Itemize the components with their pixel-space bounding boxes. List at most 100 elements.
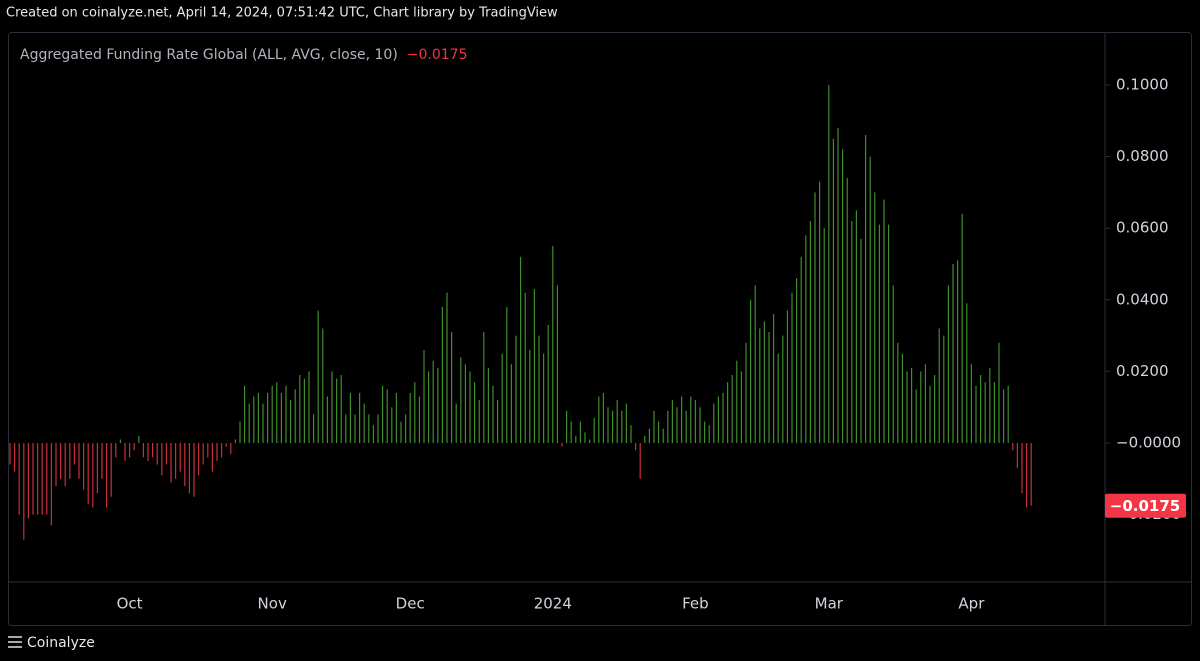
bar [612,410,614,444]
bar [262,403,264,444]
bar [483,332,485,444]
bar [299,375,301,444]
bar [584,432,586,444]
bar [773,314,775,444]
bar [970,364,972,444]
bar [331,371,333,444]
bar [667,410,669,444]
bar [993,382,995,444]
bar [911,367,913,444]
bar [823,228,825,444]
bar [717,396,719,444]
bar [156,443,158,465]
y-tick-label: 0.0800 [1116,147,1169,165]
x-tick-label: Feb [682,595,709,613]
bar [359,392,361,444]
bar [115,443,117,458]
bar [409,392,411,444]
bar [846,178,848,444]
bar [561,443,563,447]
bar [253,396,255,444]
bar [754,285,756,444]
bar [533,289,535,444]
bar [699,407,701,444]
bar [161,443,163,476]
bar [874,192,876,444]
bar [280,392,282,444]
bar [556,285,558,444]
bar [469,371,471,444]
bar [759,328,761,444]
bar [639,443,641,479]
bar [768,332,770,444]
bar [101,443,103,479]
bar [837,127,839,444]
bar [681,396,683,444]
bar [244,385,246,444]
y-tick-label: 0.0600 [1116,219,1169,237]
bar [418,396,420,444]
bar [363,403,365,444]
bar [184,443,186,487]
x-tick-label: Apr [958,595,985,613]
bar [602,392,604,444]
bar [267,392,269,444]
bar [704,421,706,444]
chart-frame [8,32,1192,626]
bar [308,371,310,444]
bar [234,439,236,444]
bar [731,375,733,444]
bar [598,396,600,444]
bar [842,149,844,444]
bar [722,392,724,444]
bar [543,353,545,444]
bar [924,364,926,444]
bar [133,443,135,451]
bar [428,371,430,444]
bar [60,443,62,479]
bar [124,443,126,461]
bar [179,443,181,472]
bar [271,385,273,444]
bar [763,321,765,444]
bar [832,138,834,444]
x-tick-label: Dec [396,595,425,613]
bar [437,367,439,444]
x-tick-label: Oct [117,595,143,613]
bar [736,360,738,444]
bar [414,382,416,444]
bar [961,213,963,444]
bar [1021,443,1023,494]
caption: Created on coinalyze.net, April 14, 2024… [6,6,558,21]
bar [368,414,370,444]
bar [878,224,880,444]
bar [193,443,195,497]
bar [354,414,356,444]
bar [405,414,407,444]
bar [372,425,374,444]
bar [395,392,397,444]
bar [685,410,687,444]
bar [198,443,200,476]
bar [50,443,52,526]
bar [142,443,144,458]
bar [745,342,747,444]
bar [786,310,788,444]
bar [119,439,121,444]
y-tick-label: 0.1000 [1116,75,1169,93]
bar [303,378,305,444]
bar [290,400,292,444]
bar [349,392,351,444]
bar [635,443,637,451]
bar [400,421,402,444]
bar [175,443,177,479]
bar [345,414,347,444]
bar [340,375,342,444]
bar [915,389,917,444]
bar [106,443,108,508]
bar [782,335,784,444]
bar [883,199,885,444]
bar [69,443,71,479]
bar [460,357,462,444]
